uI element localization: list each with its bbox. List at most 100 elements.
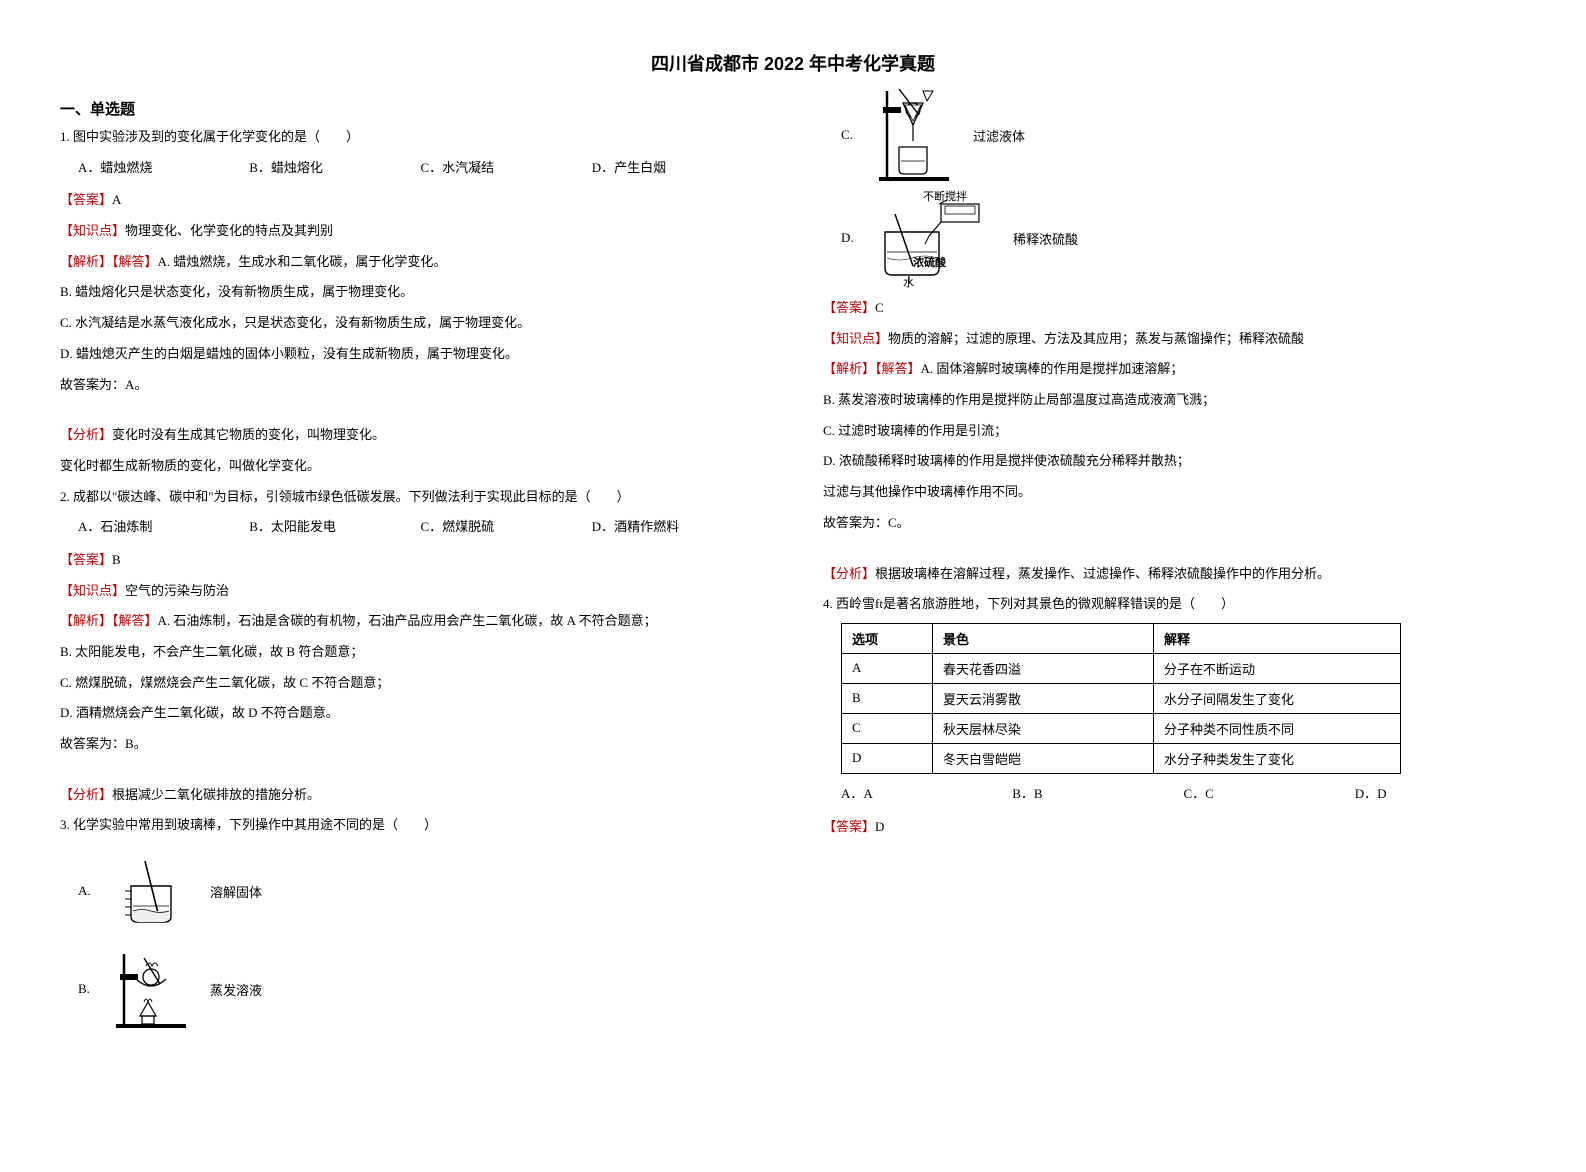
q2-analysis: 【分析】根据减少二氧化碳排放的措施分析。 (60, 783, 763, 808)
q3-opt-d-caption: 稀释浓硫酸 (1013, 229, 1078, 248)
answer-label: 【答案】 (60, 552, 112, 567)
q3-opt-a-letter: A. (78, 883, 106, 899)
ex-label: 【解析】 (60, 613, 112, 628)
answer-label: 【答案】 (823, 819, 875, 834)
filtration-icon (869, 90, 959, 180)
q3-analysis: 【分析】根据玻璃棒在溶解过程，蒸发操作、过滤操作、稀释浓硫酸操作中的作用分析。 (823, 562, 1526, 587)
kp-value: 空气的污染与防治 (125, 583, 229, 598)
q1-analysis1: 【分析】变化时没有生成其它物质的变化，叫物理变化。 (60, 423, 763, 448)
page-title: 四川省成都市 2022 年中考化学真题 (60, 50, 1526, 76)
q3-opt-c-caption: 过滤液体 (973, 126, 1025, 145)
q4-table: 选项 景色 解释 A 春天花香四溢 分子在不断运动 B 夏天云消雾散 水分子间隔… (841, 623, 1401, 774)
q1-opt-d: D．产生白烟 (592, 156, 763, 181)
ex-label2: 【解答】 (112, 254, 158, 269)
q4-opt-b: B．B (1012, 782, 1183, 807)
answer-label: 【答案】 (60, 192, 112, 207)
cell: 分子在不断运动 (1154, 653, 1401, 683)
ex-text: A. 蜡烛燃烧，生成水和二氧化碳，属于化学变化。 (158, 254, 447, 269)
q3-explain-extra: 过滤与其他操作中玻璃棒作用不同。 (823, 480, 1526, 505)
label-water: 水 (903, 276, 914, 288)
q1-analysis2: 变化时都生成新物质的变化，叫做化学变化。 (60, 454, 763, 479)
th-option: 选项 (842, 623, 933, 653)
q4-opt-a: A．A (841, 782, 1012, 807)
cell: D (842, 743, 933, 773)
q1-options: A．蜡烛燃烧 B．蜡烛熔化 C．水汽凝结 D．产生白烟 (78, 156, 763, 181)
q1-opt-b: B．蜡烛熔化 (249, 156, 420, 181)
q3-final: 故答案为：C。 (823, 511, 1526, 536)
q2-answer: 【答案】B (60, 548, 763, 573)
ex-text: A. 固体溶解时玻璃棒的作用是搅拌加速溶解； (921, 361, 1184, 376)
an-text: 根据减少二氧化碳排放的措施分析。 (112, 787, 320, 802)
q3-opt-d-row: D. 不断搅拌 浓硫酸 水 稀释浓硫酸 (841, 188, 1526, 288)
q2-opt-c: C．燃煤脱硫 (421, 515, 592, 540)
q1-stem: 1. 图中实验涉及到的变化属于化学变化的是（ ） (60, 125, 763, 150)
cell: 春天花香四溢 (933, 653, 1154, 683)
answer-value: B (112, 552, 121, 567)
q2-explain-c: C. 燃煤脱硫，煤燃烧会产生二氧化碳，故 C 不符合题意； (60, 671, 763, 696)
q1-explain-c: C. 水汽凝结是水蒸气液化成水，只是状态变化，没有新物质生成，属于物理变化。 (60, 311, 763, 336)
th-explain: 解释 (1154, 623, 1401, 653)
ex-label: 【解析】 (60, 254, 112, 269)
cell: 冬天白雪皑皑 (933, 743, 1154, 773)
q3-opt-d-letter: D. (841, 230, 869, 246)
q2-explain-a: 【解析】【解答】A. 石油炼制，石油是含碳的有机物，石油产品应用会产生二氧化碳，… (60, 609, 763, 634)
an-label: 【分析】 (60, 787, 112, 802)
q3-explain-b: B. 蒸发溶液时玻璃棒的作用是搅拌防止局部温度过高造成液滴飞溅； (823, 388, 1526, 413)
q3-opt-b-caption: 蒸发溶液 (210, 980, 262, 999)
kp-label: 【知识点】 (60, 583, 125, 598)
q1-final: 故答案为：A。 (60, 373, 763, 398)
q2-explain-b: B. 太阳能发电，不会产生二氧化碳，故 B 符合题意； (60, 640, 763, 665)
ex-label: 【解析】 (823, 361, 875, 376)
kp-value: 物质的溶解；过滤的原理、方法及其应用；蒸发与蒸馏操作；稀释浓硫酸 (888, 331, 1304, 346)
evaporation-icon (106, 944, 196, 1034)
answer-label: 【答案】 (823, 300, 875, 315)
q2-opt-d: D．酒精作燃料 (592, 515, 763, 540)
q1-opt-c: C．水汽凝结 (421, 156, 592, 181)
table-row: A 春天花香四溢 分子在不断运动 (842, 653, 1401, 683)
q2-kp: 【知识点】空气的污染与防治 (60, 579, 763, 604)
answer-value: D (875, 819, 884, 834)
q2-stem: 2. 成都以"碳达峰、碳中和"为目标，引领城市绿色低碳发展。下列做法利于实现此目… (60, 485, 763, 510)
beaker-dissolve-icon (106, 846, 196, 936)
label-acid: 浓硫酸 (913, 255, 947, 269)
cell: 分子种类不同性质不同 (1154, 713, 1401, 743)
q3-stem: 3. 化学实验中常用到玻璃棒，下列操作中其用途不同的是（ ） (60, 813, 763, 838)
q1-explain-b: B. 蜡烛熔化只是状态变化，没有新物质生成，属于物理变化。 (60, 280, 763, 305)
an-label: 【分析】 (823, 566, 875, 581)
q3-opt-c-letter: C. (841, 127, 869, 143)
ex-label2: 【解答】 (112, 613, 158, 628)
ex-text: A. 石油炼制，石油是含碳的有机物，石油产品应用会产生二氧化碳，故 A 不符合题… (158, 613, 657, 628)
answer-value: A (112, 192, 121, 207)
q3-opt-b-row: B. 蒸发溶液 (78, 944, 763, 1034)
q3-explain-a: 【解析】【解答】A. 固体溶解时玻璃棒的作用是搅拌加速溶解； (823, 357, 1526, 382)
q3-explain-d: D. 浓硫酸稀释时玻璃棒的作用是搅拌使浓硫酸充分稀释并散热； (823, 449, 1526, 474)
q3-answer: 【答案】C (823, 296, 1526, 321)
q3-opt-c-row: C. 过滤液体 (841, 90, 1526, 180)
q2-options: A．石油炼制 B．太阳能发电 C．燃煤脱硫 D．酒精作燃料 (78, 515, 763, 540)
ex-label2: 【解答】 (875, 361, 921, 376)
cell: A (842, 653, 933, 683)
cell: 夏天云消雾散 (933, 683, 1154, 713)
cell: B (842, 683, 933, 713)
q1-explain-d: D. 蜡烛熄灭产生的白烟是蜡烛的固体小颗粒，没有生成新物质，属于物理变化。 (60, 342, 763, 367)
table-row: 选项 景色 解释 (842, 623, 1401, 653)
kp-value: 物理变化、化学变化的特点及其判别 (125, 223, 333, 238)
th-scene: 景色 (933, 623, 1154, 653)
q3-explain-c: C. 过滤时玻璃棒的作用是引流； (823, 419, 1526, 444)
dilute-acid-icon: 不断搅拌 浓硫酸 水 (869, 188, 999, 288)
q4-opt-c: C．C (1184, 782, 1355, 807)
q3-opt-a-caption: 溶解固体 (210, 882, 262, 901)
q1-answer: 【答案】A (60, 188, 763, 213)
an-text: 根据玻璃棒在溶解过程，蒸发操作、过滤操作、稀释浓硫酸操作中的作用分析。 (875, 566, 1330, 581)
q1-explain-a: 【解析】【解答】A. 蜡烛燃烧，生成水和二氧化碳，属于化学变化。 (60, 250, 763, 275)
q2-opt-b: B．太阳能发电 (249, 515, 420, 540)
q2-final: 故答案为：B。 (60, 732, 763, 757)
an-label: 【分析】 (60, 427, 112, 442)
table-row: B 夏天云消雾散 水分子间隔发生了变化 (842, 683, 1401, 713)
q2-opt-a: A．石油炼制 (78, 515, 249, 540)
q4-stem: 4. 西岭雪ft是著名旅游胜地，下列对其景色的微观解释错误的是（ ） (823, 592, 1526, 617)
cell: 秋天层林尽染 (933, 713, 1154, 743)
cell: 水分子种类发生了变化 (1154, 743, 1401, 773)
kp-label: 【知识点】 (60, 223, 125, 238)
q2-explain-d: D. 酒精燃烧会产生二氧化碳，故 D 不符合题意。 (60, 701, 763, 726)
